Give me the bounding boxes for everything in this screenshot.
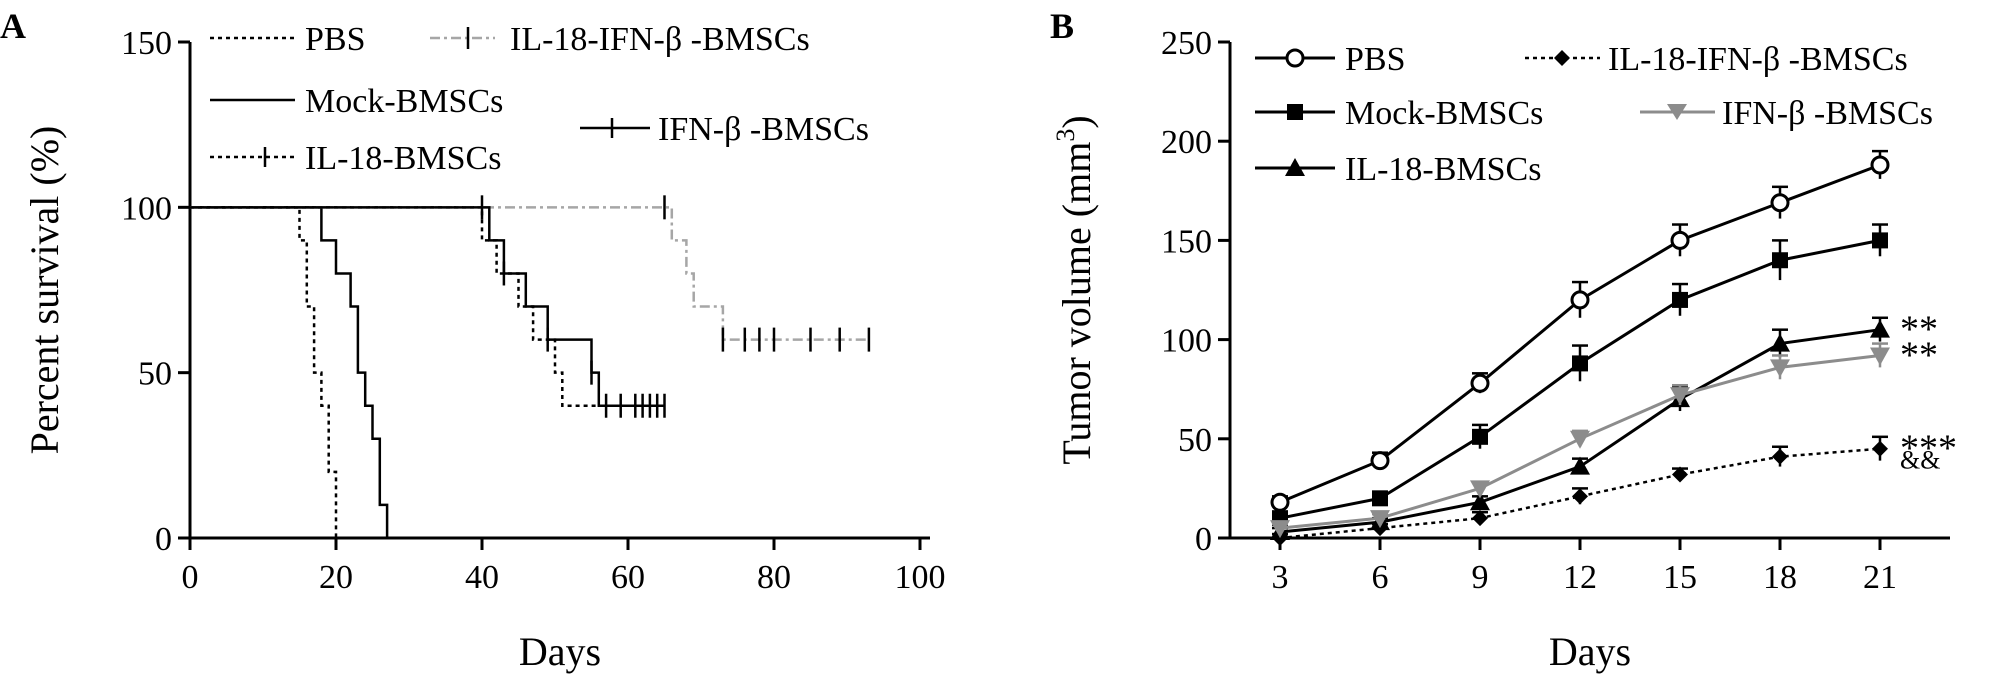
tumor-y-axis-title: Tumor volume (mm3) [1051, 115, 1099, 464]
point-marker [1470, 492, 1490, 511]
survival-curve-0 [190, 206, 338, 538]
point-marker [1870, 347, 1890, 366]
tumor-x-ticks: 3 6 9 12 15 18 21 [1272, 538, 1897, 596]
significance-mark: ** [1900, 334, 1938, 376]
point-marker [1270, 520, 1290, 539]
survival-y-ticks: 0 50 100 150 [121, 25, 190, 558]
survival-curve-4 [190, 206, 665, 407]
legend-marker-mock-b [1287, 104, 1303, 120]
y-title-superscript: 3 [1051, 129, 1080, 142]
legend-label-mock-b: Mock-BMSCs [1345, 95, 1543, 132]
panel-b-label: B [1050, 6, 1074, 46]
point-marker [1472, 510, 1488, 527]
survival-chart-panel: A 0 50 100 150 0 20 40 60 80 100 Days Percent su… [0, 6, 946, 674]
significance-mark: && [1900, 446, 1940, 475]
point-marker [1570, 430, 1590, 449]
x-tick-label: 3 [1272, 559, 1289, 596]
x-tick-label: 0 [182, 559, 199, 596]
point-marker [1370, 451, 1390, 471]
y-tick-label: 50 [1178, 422, 1212, 459]
point-marker [1772, 252, 1788, 269]
x-tick-label: 18 [1763, 559, 1797, 596]
survival-curve-3 [190, 206, 869, 341]
point-marker [1572, 355, 1588, 372]
survival-y-axis-title: Percent survival (%) [22, 126, 67, 455]
survival-curves [190, 195, 871, 538]
x-tick-label: 100 [895, 559, 946, 596]
x-tick-label: 9 [1472, 559, 1489, 596]
point-marker [1670, 230, 1690, 250]
point-marker [1570, 456, 1590, 475]
point-marker [1770, 333, 1790, 352]
legend-label-ifnb-b: IFN-β -BMSCs [1722, 95, 1933, 132]
y-tick-label: 150 [1161, 223, 1212, 260]
point-marker [1572, 488, 1588, 505]
point-marker [1672, 291, 1688, 308]
x-tick-label: 40 [465, 559, 499, 596]
point-marker [1472, 428, 1488, 445]
point-marker [1672, 466, 1688, 483]
survival-curve-1 [190, 206, 389, 538]
point-marker [1770, 359, 1790, 378]
point-marker [1470, 373, 1490, 393]
legend-label-pbs-b: PBS [1345, 41, 1406, 78]
point-marker [1772, 448, 1788, 465]
legend-label-pbs: PBS [305, 21, 366, 58]
y-tick-label: 200 [1161, 124, 1212, 161]
survival-curve-2 [190, 206, 658, 407]
point-marker [1872, 232, 1888, 249]
point-marker [1670, 387, 1690, 406]
legend-marker-pbs-b [1285, 48, 1305, 68]
y-tick-label: 100 [1161, 323, 1212, 360]
legend-marker-il18-ifnb-b [1554, 50, 1570, 66]
x-tick-label: 15 [1663, 559, 1697, 596]
legend-label-il18: IL-18-BMSCs [305, 140, 501, 177]
x-tick-label: 12 [1563, 559, 1597, 596]
x-tick-label: 60 [611, 559, 645, 596]
point-marker [1872, 440, 1888, 457]
y-tick-label: 0 [155, 521, 172, 558]
tumor-x-axis-title: Days [1549, 629, 1631, 674]
legend-label-il18-ifnb-b: IL-18-IFN-β -BMSCs [1608, 41, 1908, 78]
survival-x-ticks: 0 20 40 60 80 100 [182, 538, 946, 596]
y-tick-label: 50 [138, 356, 172, 393]
legend-label-il18-b: IL-18-BMSCs [1345, 151, 1541, 188]
point-marker [1372, 490, 1388, 507]
survival-x-axis-title: Days [519, 629, 601, 674]
x-tick-label: 21 [1863, 559, 1897, 596]
point-marker [1870, 155, 1890, 175]
series-line-0 [1279, 163, 1881, 504]
x-tick-label: 6 [1372, 559, 1389, 596]
x-tick-label: 80 [757, 559, 791, 596]
y-tick-label: 100 [121, 190, 172, 227]
y-tick-label: 150 [121, 25, 172, 62]
x-tick-label: 20 [319, 559, 353, 596]
y-title-main: Tumor volume (mm [1054, 142, 1099, 465]
point-marker [1270, 492, 1290, 512]
point-marker [1770, 193, 1790, 213]
legend-label-mock: Mock-BMSCs [305, 83, 503, 120]
significance-annotations: *******&& [1900, 309, 1957, 475]
legend-label-ifnb: IFN-β -BMSCs [658, 111, 869, 148]
tumor-y-ticks: 0 50 100 150 200 250 [1161, 25, 1230, 558]
tumor-curves [1270, 149, 1890, 546]
point-marker [1470, 480, 1490, 499]
tumor-legend: PBS Mock-BMSCs IL-18-BMSCs IL-18-IFN-β -… [1255, 41, 1933, 188]
point-marker [1570, 290, 1590, 310]
legend-marker-ifnb-b [1667, 104, 1687, 120]
tumor-volume-chart-panel: B 0 50 100 150 200 250 3 6 9 12 15 18 21 Days Tumor… [1050, 6, 1957, 674]
y-tick-label: 250 [1161, 25, 1212, 62]
survival-legend: PBS Mock-BMSCs IL-18-BMSCs IL-18-IFN-β -… [210, 21, 869, 177]
legend-label-il18-ifnb: IL-18-IFN-β -BMSCs [510, 21, 810, 58]
y-title-close: ) [1054, 115, 1099, 128]
point-marker [1870, 319, 1890, 338]
legend-marker-il18-b [1285, 158, 1305, 176]
y-tick-label: 0 [1195, 521, 1212, 558]
significance-mark: *** [1900, 428, 1957, 470]
significance-mark: ** [1900, 309, 1938, 351]
point-marker [1370, 510, 1390, 529]
panel-a-label: A [0, 6, 26, 46]
